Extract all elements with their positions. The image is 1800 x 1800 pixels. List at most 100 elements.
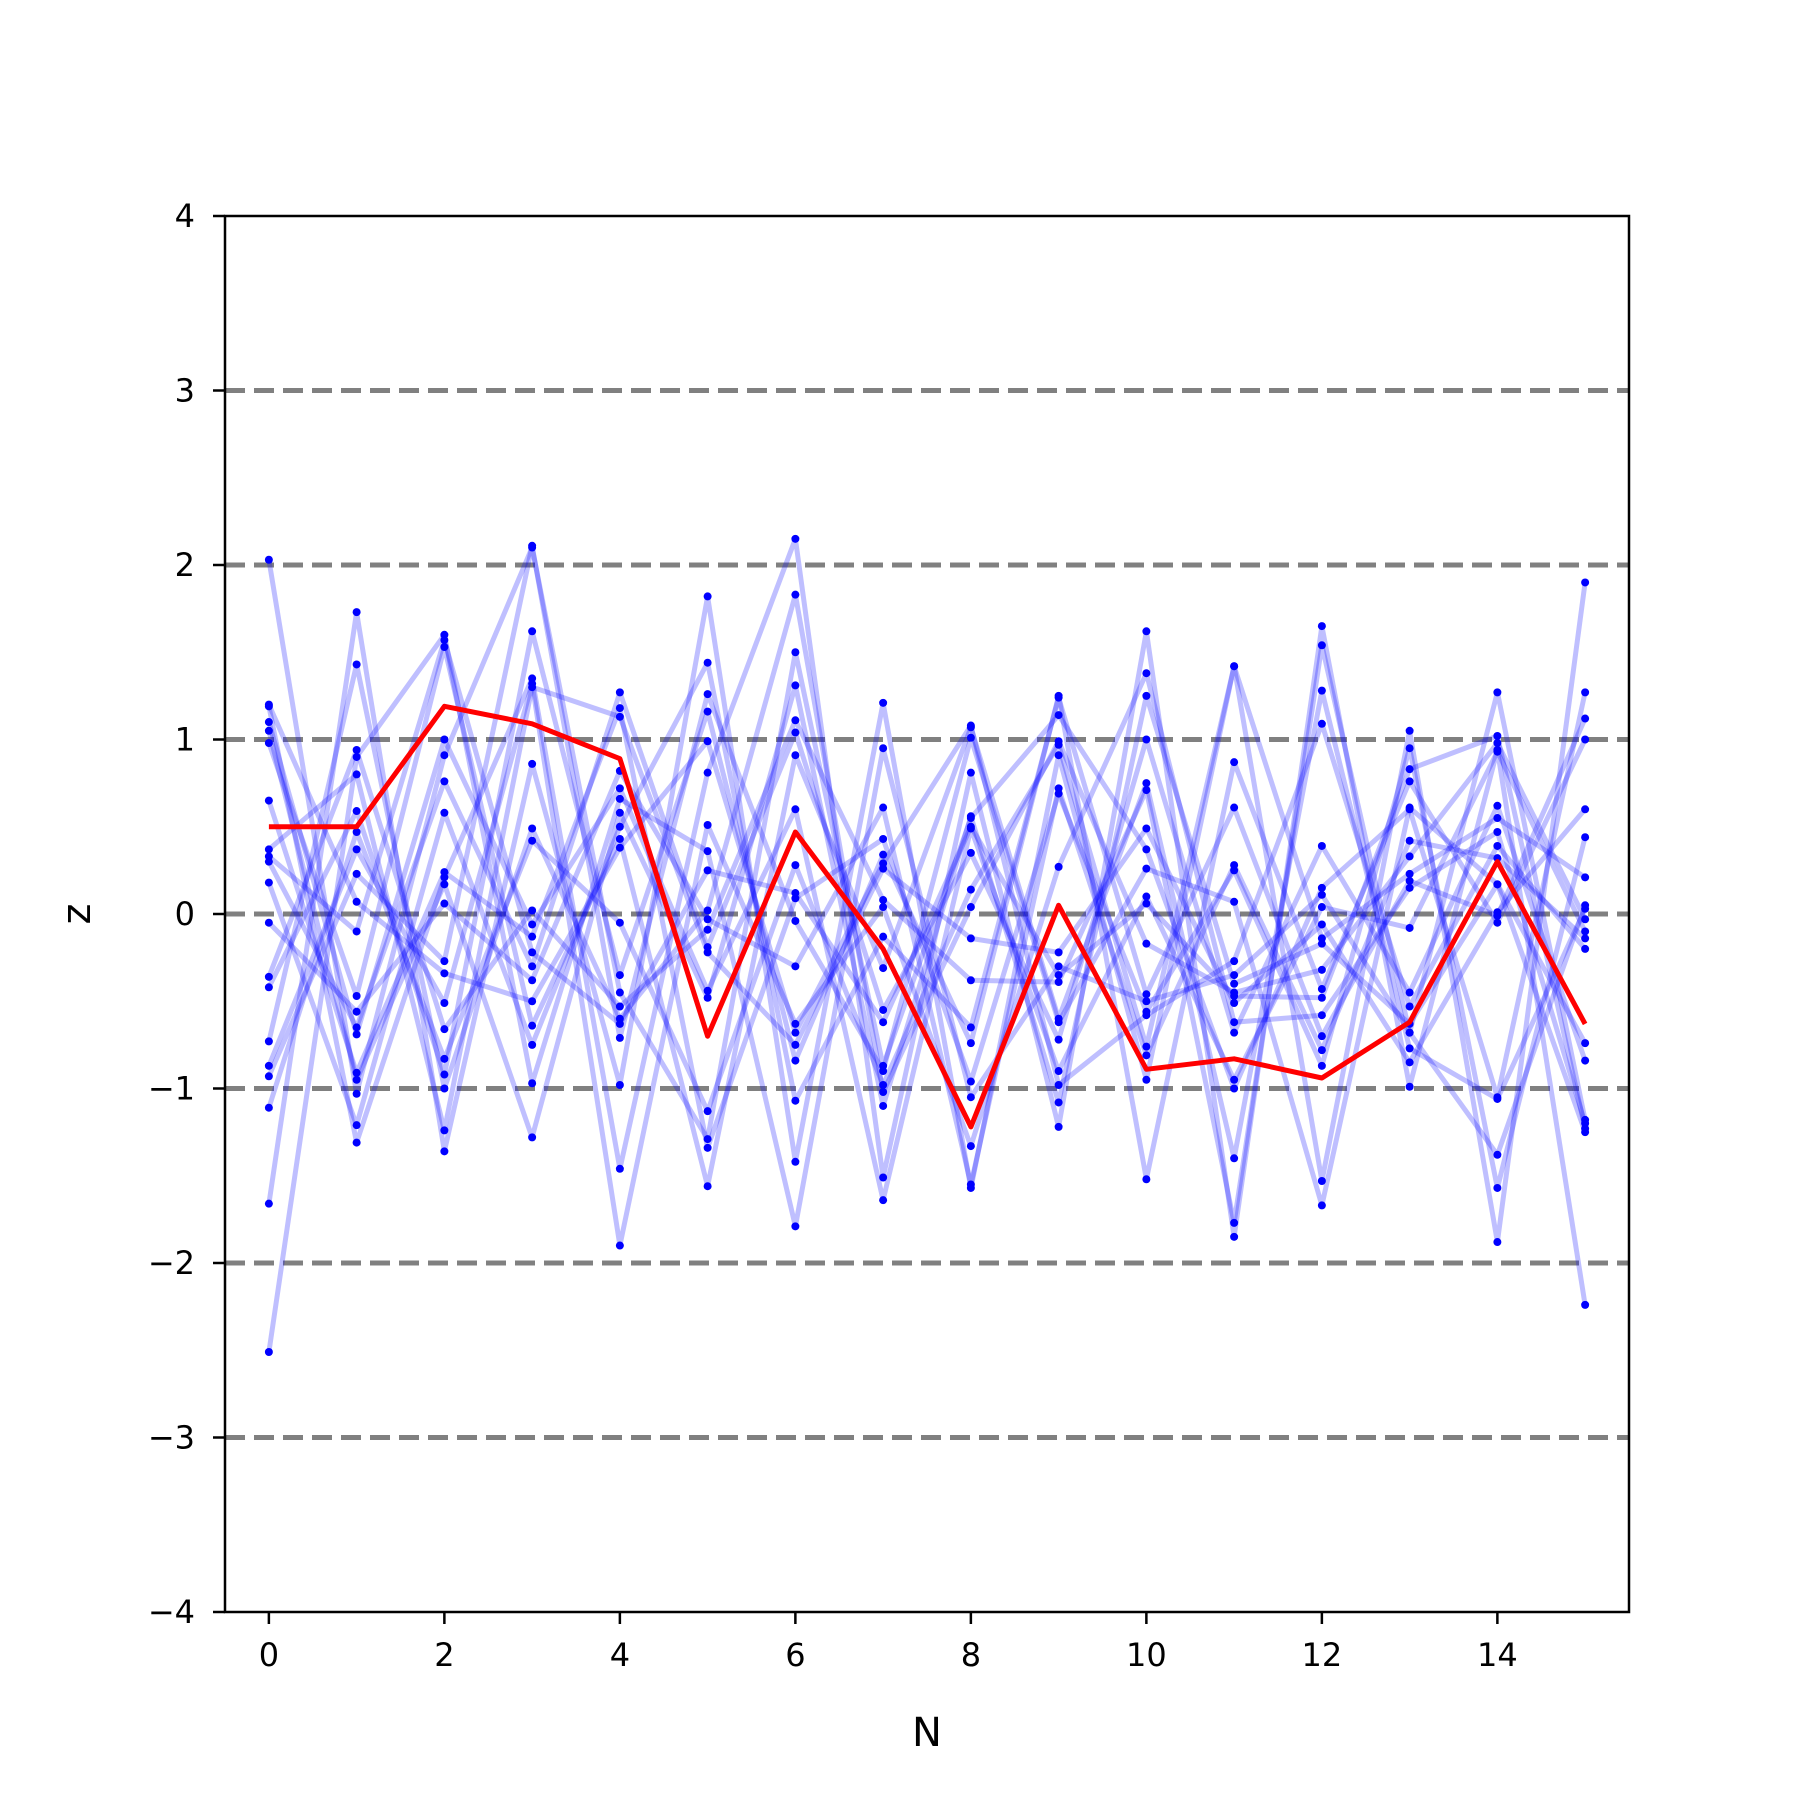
sample-point bbox=[264, 918, 273, 927]
sample-point bbox=[1581, 714, 1590, 723]
sample-point bbox=[1405, 1044, 1414, 1053]
sample-point bbox=[264, 1072, 273, 1081]
sample-point bbox=[1405, 869, 1414, 878]
sample-point bbox=[703, 768, 712, 777]
sample-point bbox=[1230, 662, 1239, 671]
sample-point bbox=[1230, 861, 1239, 870]
sample-point bbox=[440, 899, 449, 908]
sample-point bbox=[528, 920, 537, 929]
sample-point bbox=[1493, 880, 1502, 889]
sample-points bbox=[264, 534, 1590, 1356]
sample-point bbox=[1317, 841, 1326, 850]
sample-point bbox=[615, 1033, 624, 1042]
sample-point bbox=[1493, 1150, 1502, 1159]
sample-point bbox=[703, 1143, 712, 1152]
sample-point bbox=[1493, 688, 1502, 697]
x-tick-label: 14 bbox=[1477, 1636, 1518, 1674]
sample-point bbox=[703, 993, 712, 1002]
sample-point bbox=[1142, 997, 1151, 1006]
sample-point bbox=[440, 1147, 449, 1156]
sample-point bbox=[528, 1040, 537, 1049]
sample-point bbox=[264, 1347, 273, 1356]
sample-point bbox=[1493, 801, 1502, 810]
sample-point bbox=[1493, 1183, 1502, 1192]
sample-point bbox=[1405, 726, 1414, 735]
sample-point bbox=[264, 1199, 273, 1208]
sample-point bbox=[1581, 833, 1590, 842]
sample-point bbox=[615, 843, 624, 852]
sample-point bbox=[1230, 992, 1239, 1001]
sample-point bbox=[615, 822, 624, 831]
sample-point bbox=[1142, 845, 1151, 854]
sample-point bbox=[791, 805, 800, 814]
sample-point bbox=[966, 1023, 975, 1032]
sample-point bbox=[966, 976, 975, 985]
sample-point bbox=[791, 1157, 800, 1166]
sample-point bbox=[528, 1021, 537, 1030]
sample-line-14 bbox=[267, 768, 1587, 1187]
sample-point bbox=[1405, 744, 1414, 753]
sample-point bbox=[1054, 1018, 1063, 1027]
sample-point bbox=[966, 822, 975, 831]
sample-point bbox=[703, 592, 712, 601]
sample-point bbox=[879, 903, 888, 912]
sample-point bbox=[1142, 779, 1151, 788]
sample-point bbox=[264, 983, 273, 992]
sample-point bbox=[1054, 978, 1063, 987]
sample-point bbox=[1317, 1032, 1326, 1041]
sample-point bbox=[1142, 669, 1151, 678]
sample-point bbox=[1054, 1122, 1063, 1131]
sample-point bbox=[1142, 1051, 1151, 1060]
x-tick-label: 2 bbox=[434, 1636, 454, 1674]
sample-line-12 bbox=[266, 543, 1588, 1208]
sample-point bbox=[791, 1222, 800, 1231]
sample-point bbox=[1317, 903, 1326, 912]
sample-point bbox=[615, 784, 624, 793]
sample-point bbox=[528, 1079, 537, 1088]
sample-point bbox=[1230, 957, 1239, 966]
sample-point bbox=[1493, 908, 1502, 917]
sample-point bbox=[1054, 1081, 1063, 1090]
sample-point bbox=[352, 927, 361, 936]
sample-point bbox=[352, 1030, 361, 1039]
x-tick-label: 0 bbox=[259, 1636, 279, 1674]
sample-point bbox=[879, 1196, 888, 1205]
sample-point bbox=[1317, 686, 1326, 695]
sample-point bbox=[703, 986, 712, 995]
sample-point bbox=[791, 1056, 800, 1065]
sample-point bbox=[1317, 1046, 1326, 1055]
sample-point bbox=[1230, 758, 1239, 767]
sample-point bbox=[1054, 693, 1063, 702]
sample-point bbox=[791, 751, 800, 760]
sample-point bbox=[1581, 688, 1590, 697]
sample-point bbox=[703, 866, 712, 875]
sample-point bbox=[1317, 622, 1326, 631]
x-tick-label: 8 bbox=[961, 1636, 981, 1674]
sample-point bbox=[1054, 784, 1063, 793]
sample-point bbox=[879, 1173, 888, 1182]
sample-line-16 bbox=[266, 642, 1588, 1226]
sample-point bbox=[1317, 985, 1326, 994]
sample-point bbox=[1054, 971, 1063, 980]
y-axis-ticks: −4 −3 −2 −1 0 1 2 3 4 bbox=[148, 197, 225, 1631]
sample-point bbox=[879, 859, 888, 868]
sample-point bbox=[966, 1180, 975, 1189]
sample-point bbox=[440, 751, 449, 760]
sample-point bbox=[1581, 944, 1590, 953]
y-tick-label: −3 bbox=[148, 1419, 195, 1457]
sample-point bbox=[1054, 1035, 1063, 1044]
sample-point bbox=[264, 852, 273, 861]
sample-point bbox=[1317, 1176, 1326, 1185]
sample-point bbox=[440, 998, 449, 1007]
sample-point bbox=[1317, 965, 1326, 974]
sample-point bbox=[703, 847, 712, 856]
sample-point bbox=[1142, 899, 1151, 908]
sample-point bbox=[352, 660, 361, 669]
sample-point bbox=[1405, 803, 1414, 812]
y-tick-label: −4 bbox=[148, 1593, 195, 1631]
sample-point bbox=[791, 889, 800, 898]
sample-point bbox=[879, 1067, 888, 1076]
sample-line-2 bbox=[266, 536, 1588, 1306]
sample-point bbox=[1142, 786, 1151, 795]
sample-point bbox=[1317, 1011, 1326, 1020]
